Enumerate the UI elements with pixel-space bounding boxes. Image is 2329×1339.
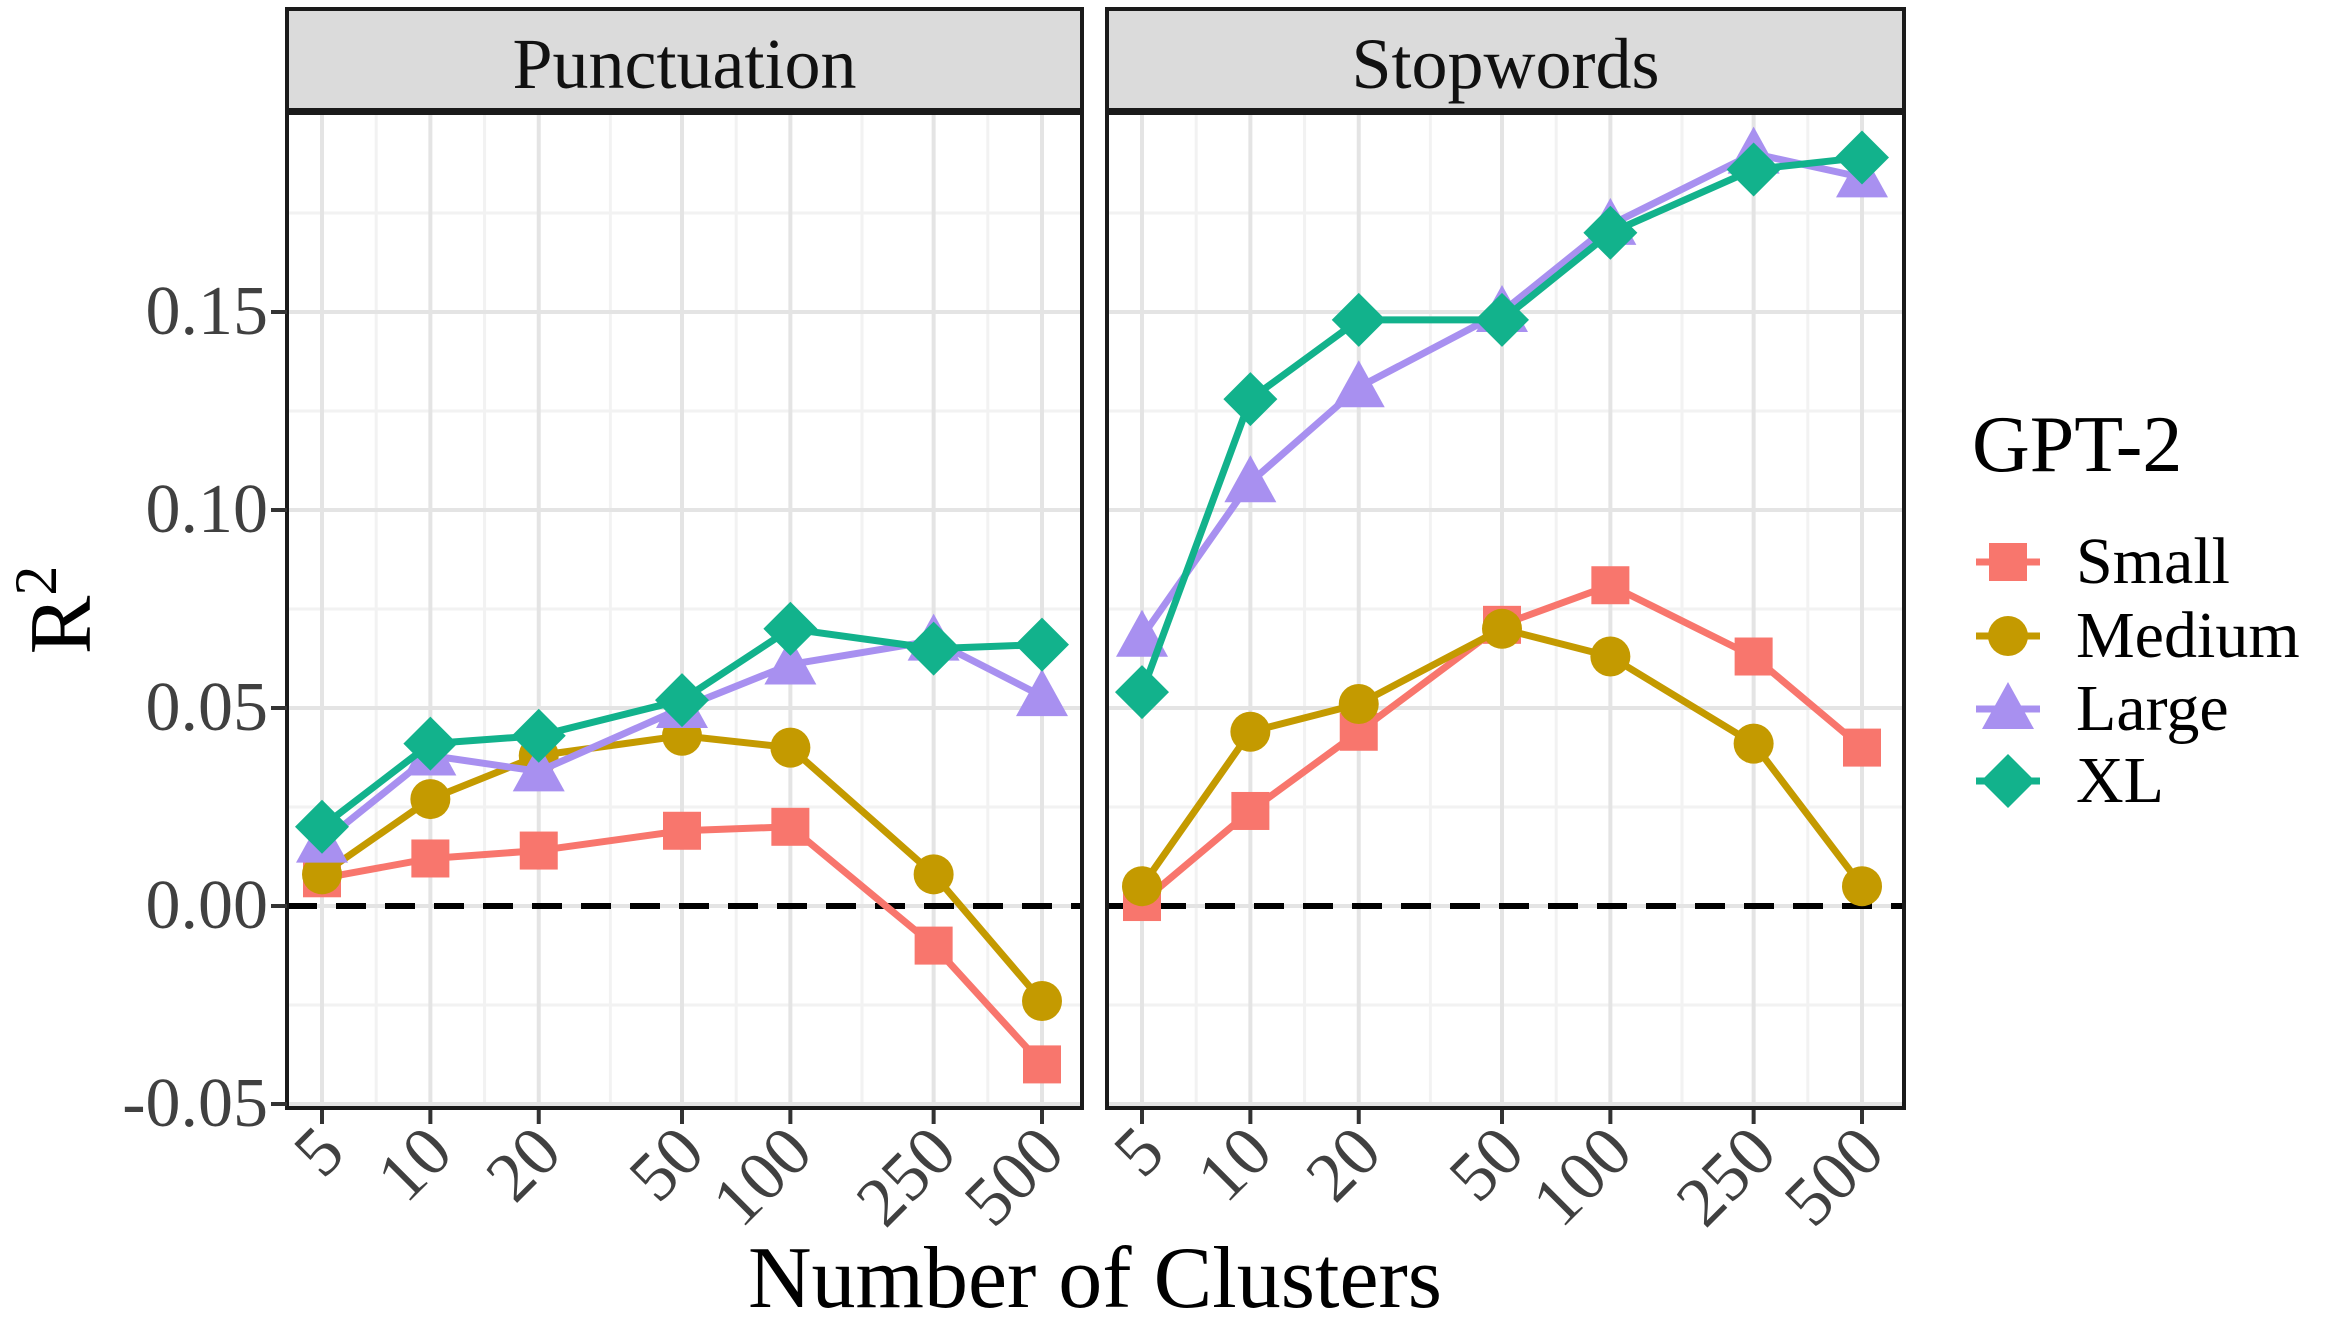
data-point-xl-stopwords <box>1583 205 1638 260</box>
data-point-medium-stopwords <box>1733 723 1774 764</box>
data-point-small-punctuation <box>411 839 450 878</box>
data-point-medium-stopwords <box>1338 684 1379 725</box>
legend-key-medium <box>1988 616 2028 656</box>
data-point-large-stopwords <box>1224 455 1277 503</box>
y-tick-label-010: 0.10 <box>145 471 269 548</box>
facet-strip-label-stopwords: Stopwords <box>1351 24 1660 104</box>
data-point-xl-punctuation <box>1015 617 1069 672</box>
y-tick-label-000: 0.00 <box>145 867 269 944</box>
data-point-xl-stopwords <box>1223 372 1278 427</box>
facet-strip-stopwords <box>1105 7 1906 112</box>
data-point-xl-punctuation <box>403 716 458 771</box>
data-point-medium-punctuation <box>410 779 451 820</box>
data-point-medium-stopwords <box>1590 636 1631 677</box>
y-tick-label-015: 0.15 <box>145 273 269 350</box>
y-tick-label-005: 0.05 <box>145 669 269 746</box>
data-point-xl-stopwords <box>1726 142 1781 197</box>
data-point-xl-punctuation <box>906 621 961 676</box>
data-point-xl-stopwords <box>1835 130 1889 185</box>
legend-key-large <box>1982 682 2034 729</box>
data-point-large-stopwords <box>1332 360 1385 408</box>
data-point-small-stopwords <box>1734 637 1773 676</box>
panel-border-stopwords <box>1105 111 1906 1110</box>
data-point-medium-stopwords <box>1482 608 1522 649</box>
data-point-large-punctuation <box>512 744 565 792</box>
data-point-medium-stopwords <box>1122 866 1162 907</box>
legend-key-xl <box>1981 754 2035 808</box>
legend-label-xl: XL <box>2076 744 2164 817</box>
legend-key-small <box>1989 543 2027 581</box>
data-point-small-punctuation <box>914 926 953 965</box>
data-point-small-stopwords <box>1591 566 1630 605</box>
data-point-large-stopwords <box>1116 609 1168 657</box>
data-point-medium-punctuation <box>770 727 811 768</box>
data-point-small-stopwords <box>1231 791 1270 830</box>
data-point-small-punctuation <box>519 831 558 870</box>
legend-label-medium: Medium <box>2076 599 2300 672</box>
data-point-medium-punctuation <box>302 854 342 895</box>
y-axis-title: R2 <box>3 565 110 655</box>
data-point-xl-stopwords <box>1115 665 1169 720</box>
facet-strip-label-punctuation: Punctuation <box>512 24 857 104</box>
data-point-medium-stopwords <box>1230 711 1271 752</box>
facet-strip-punctuation <box>285 7 1084 112</box>
legend-label-large: Large <box>2076 672 2229 745</box>
data-point-xl-punctuation <box>763 601 818 656</box>
y-tick-label-neg005: -0.05 <box>122 1065 268 1142</box>
data-point-xl-punctuation <box>511 708 566 763</box>
data-point-xl-punctuation <box>295 799 349 854</box>
x-axis-title: Number of Clusters <box>747 1230 1443 1327</box>
data-point-medium-stopwords <box>1842 866 1882 907</box>
data-point-medium-punctuation <box>1022 981 1062 1022</box>
legend-label-small: Small <box>2076 525 2231 598</box>
data-point-xl-punctuation <box>655 673 709 728</box>
data-point-medium-punctuation <box>913 854 954 895</box>
data-point-small-punctuation <box>771 807 810 846</box>
legend-title: GPT-2 <box>1972 401 2183 489</box>
panel-border-punctuation <box>285 111 1084 1110</box>
data-point-large-punctuation <box>1016 669 1068 717</box>
data-point-xl-stopwords <box>1331 292 1386 347</box>
data-point-small-stopwords <box>1843 728 1881 767</box>
data-point-xl-stopwords <box>1475 292 1529 347</box>
data-point-small-punctuation <box>663 811 701 850</box>
data-point-small-punctuation <box>1023 1045 1061 1084</box>
data-point-large-punctuation <box>764 637 817 685</box>
